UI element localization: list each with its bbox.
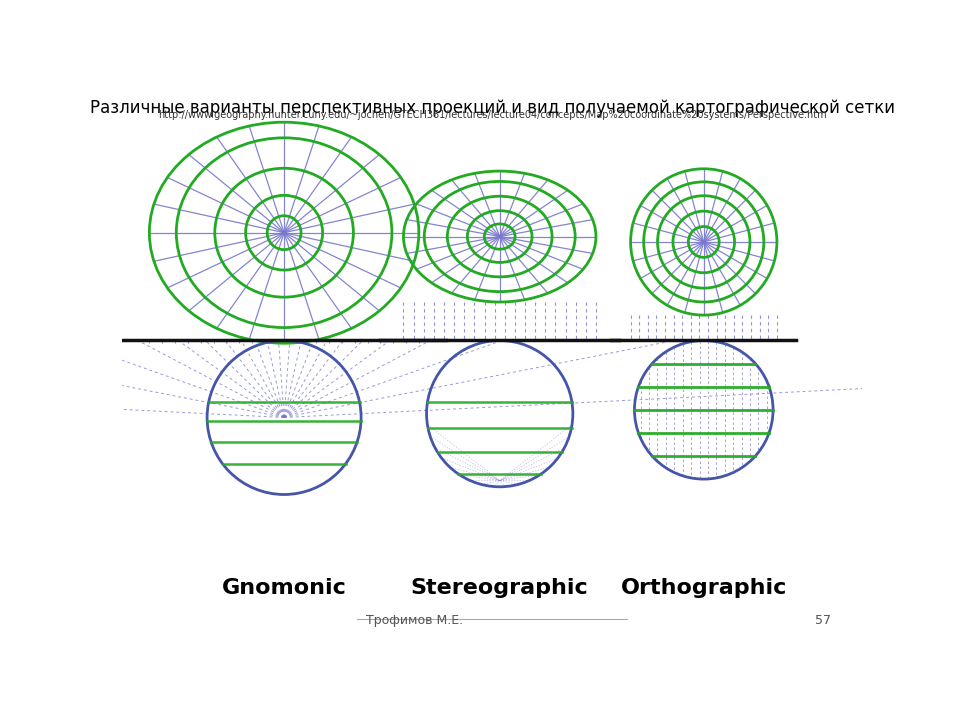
Text: Gnomonic: Gnomonic [222,578,347,598]
Text: http://www.geography.hunter.cuny.edu/~jochen/GTECH361/lectures/lecture04/concept: http://www.geography.hunter.cuny.edu/~jo… [157,110,827,120]
Text: Orthographic: Orthographic [620,578,787,598]
Text: Трофимов М.Е.: Трофимов М.Е. [367,614,464,627]
Text: Различные варианты перспективных проекций и вид получаемой картографической сетк: Различные варианты перспективных проекци… [89,99,895,117]
Text: Stereographic: Stereographic [411,578,588,598]
Text: 57: 57 [815,614,831,627]
